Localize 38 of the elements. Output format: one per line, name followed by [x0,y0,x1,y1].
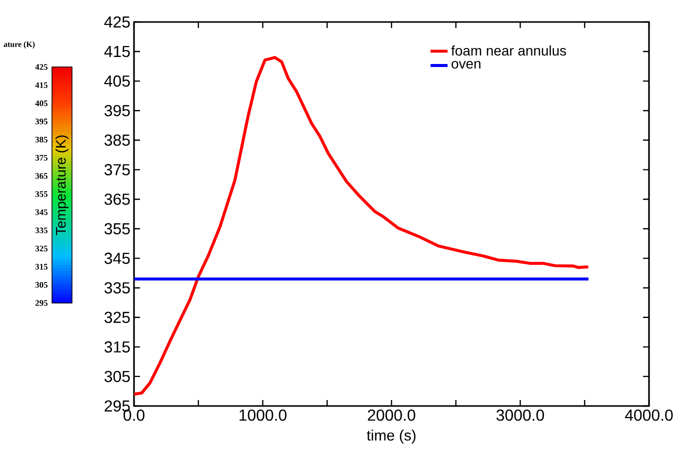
color-bar-label: 385 [35,136,48,142]
color-bar-label: 355 [35,191,48,197]
color-bar-label: 345 [35,209,48,216]
color-bar-label: 425 [35,64,48,70]
y-tick-label: 415 [104,46,130,58]
x-tick-label: 3000.0 [496,410,544,421]
y-tick-label: 425 [104,16,130,28]
x-tick-label: 0.0 [124,410,144,421]
y-tick-label: 345 [104,252,130,264]
color-bar-title: Temperature (K) [56,136,68,236]
y-tick-label: 335 [104,282,130,294]
legend-label: oven [452,60,480,69]
y-tick-label: 385 [104,134,130,146]
y-tick-label: 375 [104,164,130,176]
color-bar-label: 405 [35,100,48,106]
y-tick-label: 305 [104,370,130,382]
x-tick-label: 4000.0 [624,410,673,421]
x-tick-label: 2000.0 [368,410,416,421]
color-bar-label: 325 [35,246,48,252]
line-series [134,56,590,396]
y-tick-label: 315 [104,341,130,353]
color-bar-label: 415 [35,82,48,88]
y-tick-label: 405 [104,75,130,87]
y-tick-label: 365 [104,194,130,205]
y-tick-label: 325 [104,312,130,324]
color-bar-label: 335 [35,228,48,234]
x-axis-title: time (s) [366,430,416,444]
y-tick-label: 395 [104,104,130,116]
color-bar-label: 395 [35,118,48,124]
x-tick-label: 1000.0 [240,410,286,421]
y-tick-label: 295 [104,400,130,412]
color-bar-label: 295 [35,300,48,306]
y-tick-label: 355 [104,223,130,234]
color-bar-label: 305 [35,282,48,288]
color-bar-label: 375 [35,154,48,161]
color-bar-label: 315 [35,264,48,270]
legend-label: foam near annulus [451,45,566,56]
color-bar-label: 365 [35,173,48,179]
